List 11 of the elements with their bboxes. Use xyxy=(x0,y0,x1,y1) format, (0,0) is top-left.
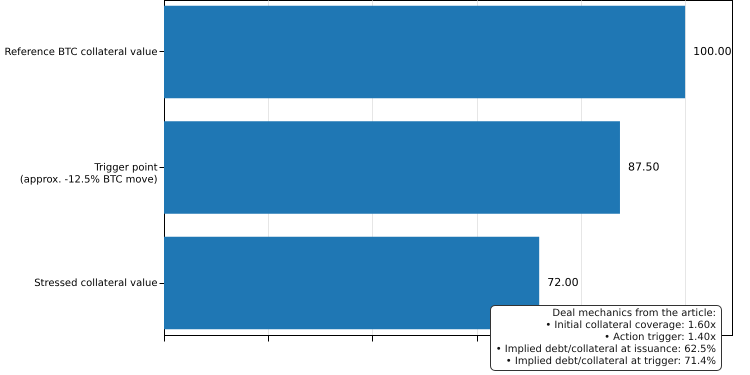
y-tick-label: Reference BTC collateral value xyxy=(4,46,158,58)
annotation: Deal mechanics from the article: xyxy=(551,308,716,320)
y-tick-label: Stressed collateral value xyxy=(34,278,158,290)
text: • Implied debt/collateral at trigger: 71.4% xyxy=(504,356,716,368)
data-label: 100.00 xyxy=(693,44,732,58)
data-label: 87.50 xyxy=(628,160,660,174)
data-label: 72.00 xyxy=(547,276,579,290)
y-tick-label: Trigger point (approx. -12.5% BTC move) xyxy=(20,162,158,186)
annotation: • Action trigger: 1.40x xyxy=(603,332,716,344)
annotation: • Initial collateral coverage: 1.60x xyxy=(544,320,716,332)
text: • Implied debt/collateral at issuance: 62.5% xyxy=(496,344,716,356)
